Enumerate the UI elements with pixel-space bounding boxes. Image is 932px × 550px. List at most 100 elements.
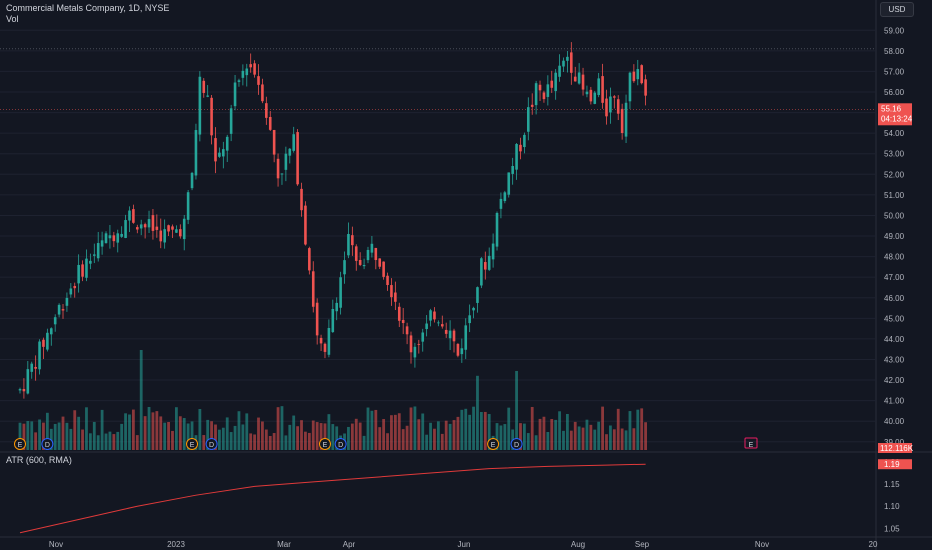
candle xyxy=(38,341,41,370)
atr-tick-label: 1.05 xyxy=(884,524,900,533)
volume-bar xyxy=(163,422,167,450)
candle xyxy=(136,227,139,230)
candle xyxy=(268,116,272,130)
currency-button[interactable]: USD xyxy=(880,2,914,17)
candle xyxy=(100,240,104,247)
volume-bar xyxy=(366,407,370,450)
atr-label: ATR (600, RMA) xyxy=(6,455,72,465)
candle xyxy=(120,233,123,237)
price-tick-label: 44.00 xyxy=(884,335,905,344)
candle xyxy=(554,72,557,92)
volume-bar xyxy=(96,435,100,450)
volume-bar xyxy=(214,424,217,450)
candle xyxy=(237,80,241,82)
last-price-value: 55.16 xyxy=(881,104,902,113)
volume-bar xyxy=(370,410,374,450)
candle xyxy=(358,259,362,265)
candle xyxy=(413,346,417,358)
candle xyxy=(491,243,495,260)
volume-bar xyxy=(605,434,608,450)
earnings-marker xyxy=(318,438,331,450)
volume-bar xyxy=(448,423,452,450)
volume-bar xyxy=(210,421,213,450)
volume-bar xyxy=(573,421,577,450)
volume-bar xyxy=(499,425,503,450)
volume-bar xyxy=(546,431,550,450)
candle xyxy=(397,306,401,321)
volume-bar xyxy=(558,411,561,450)
volume-bar xyxy=(249,433,253,450)
candle xyxy=(589,89,593,102)
event-marker-label: E xyxy=(190,442,195,449)
volume-bar xyxy=(57,422,61,450)
volume-bar xyxy=(280,406,284,450)
event-marker: E xyxy=(487,438,500,450)
candle xyxy=(331,308,335,333)
volume-bar xyxy=(347,426,350,450)
candle xyxy=(437,322,440,324)
volume-bar xyxy=(288,424,292,450)
volume-bar xyxy=(323,423,327,450)
volume-bar xyxy=(178,416,182,450)
volume-bar xyxy=(128,414,131,450)
price-tick-label: 42.00 xyxy=(884,376,905,385)
volume-bar xyxy=(120,423,124,450)
volume-bar xyxy=(18,422,22,450)
candle xyxy=(108,235,112,239)
volume-bar xyxy=(464,408,468,450)
event-marker-label: D xyxy=(209,442,214,449)
event-marker-label: D xyxy=(514,442,519,449)
candle xyxy=(378,258,382,267)
candle xyxy=(272,129,276,155)
price-tick-label: 45.00 xyxy=(884,314,905,323)
volume-bars xyxy=(18,350,647,450)
candle xyxy=(210,97,213,136)
time-tick-label: Apr xyxy=(343,540,356,549)
candle xyxy=(613,96,616,98)
price-tick-label: 53.00 xyxy=(884,150,905,159)
volume-bar xyxy=(632,428,636,450)
volume-bar xyxy=(92,421,96,450)
candle xyxy=(22,389,26,392)
candle xyxy=(339,277,342,308)
volume-bar xyxy=(550,419,554,450)
candle xyxy=(53,317,57,325)
atr-tick-label: 1.10 xyxy=(884,502,900,511)
candle xyxy=(354,246,358,261)
volume-bar xyxy=(311,420,315,450)
volume-bar xyxy=(378,427,382,450)
volume-bar xyxy=(530,406,534,450)
time-tick-label: Mar xyxy=(277,540,291,549)
candle xyxy=(401,319,405,324)
candle xyxy=(159,230,163,242)
price-tick-label: 47.00 xyxy=(884,273,905,282)
volume-bar xyxy=(405,425,409,450)
volume-bar xyxy=(34,432,38,450)
volume-bar xyxy=(425,434,429,450)
candle xyxy=(632,71,636,82)
volume-bar xyxy=(292,415,296,450)
last-price-badge xyxy=(878,103,912,126)
candle xyxy=(26,369,30,394)
candle xyxy=(386,275,389,286)
candle xyxy=(61,309,65,311)
candle xyxy=(319,337,323,344)
volume-bar xyxy=(519,423,522,450)
volume-bar xyxy=(397,413,401,450)
event-marker: E xyxy=(744,437,758,449)
candle xyxy=(530,104,534,107)
candle xyxy=(300,188,303,211)
volume-bar xyxy=(155,411,159,450)
atr-line xyxy=(19,463,646,534)
volume-bar xyxy=(350,423,354,450)
price-tick-label: 41.00 xyxy=(884,397,905,406)
volume-bar xyxy=(139,350,143,450)
candle xyxy=(460,348,464,355)
candle xyxy=(206,95,209,97)
volume-bar xyxy=(167,421,170,450)
candle xyxy=(261,84,264,102)
candle xyxy=(304,205,307,245)
candle xyxy=(644,79,647,96)
candle xyxy=(597,78,600,95)
